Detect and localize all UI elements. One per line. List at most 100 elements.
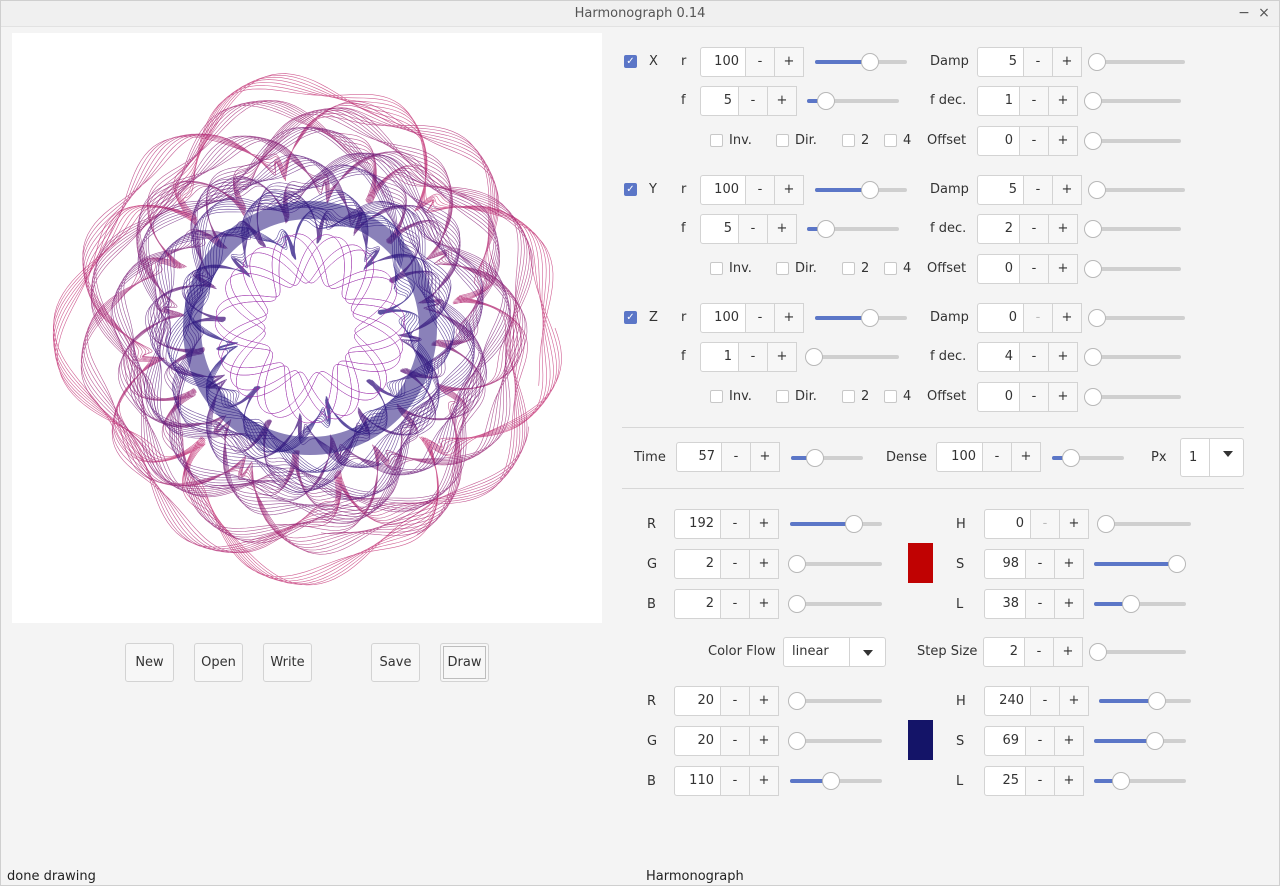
end-color-r-plus-button[interactable]: +: [749, 686, 779, 716]
new-button[interactable]: New: [125, 643, 174, 682]
axis-y-fdec-spinbox[interactable]: 2- +: [977, 214, 1078, 244]
axis-x-r-slider[interactable]: [815, 53, 907, 71]
start-color-r-spinbox[interactable]: 192- +: [674, 509, 779, 539]
end-color-g-plus-button[interactable]: +: [749, 726, 779, 756]
end-color-l-slider[interactable]: [1094, 772, 1186, 790]
axis-y-damp-slider[interactable]: [1088, 181, 1185, 199]
save-button[interactable]: Save: [371, 643, 420, 682]
end-color-h-value[interactable]: 240: [999, 693, 1024, 708]
axis-x-f-minus-button[interactable]: -: [738, 86, 768, 116]
axis-z-offset-plus-button[interactable]: +: [1048, 382, 1078, 412]
axis-y-inv-checkbox[interactable]: [710, 262, 723, 275]
time-slider[interactable]: [791, 449, 863, 467]
end-color-h-spinbox[interactable]: 240- +: [984, 686, 1089, 716]
axis-x-r-plus-button[interactable]: +: [774, 47, 804, 77]
end-color-s-slider[interactable]: [1094, 732, 1186, 750]
end-color-g-slider[interactable]: [788, 732, 882, 750]
end-color-h-minus-button[interactable]: -: [1030, 686, 1060, 716]
axis-x-damp-value[interactable]: 5: [1008, 54, 1017, 69]
axis-z-damp-spinbox[interactable]: 0- +: [977, 303, 1082, 333]
axis-y-damp-plus-button[interactable]: +: [1052, 175, 1082, 205]
time-spinbox[interactable]: 57 - +: [676, 442, 780, 472]
start-color-r-value[interactable]: 192: [689, 516, 714, 531]
start-color-l-plus-button[interactable]: +: [1054, 589, 1084, 619]
start-color-s-minus-button[interactable]: -: [1025, 549, 1055, 579]
axis-z-4-checkbox[interactable]: [884, 390, 897, 403]
axis-z-r-slider[interactable]: [815, 309, 907, 327]
axis-x-damp-plus-button[interactable]: +: [1052, 47, 1082, 77]
end-color-r-slider[interactable]: [788, 692, 882, 710]
axis-y-r-spinbox[interactable]: 100- +: [700, 175, 804, 205]
write-button[interactable]: Write: [263, 643, 312, 682]
axis-y-r-minus-button[interactable]: -: [745, 175, 775, 205]
axis-x-r-minus-button[interactable]: -: [745, 47, 775, 77]
axis-x-damp-minus-button[interactable]: -: [1023, 47, 1053, 77]
axis-z-enable-checkbox[interactable]: ✓: [624, 311, 637, 324]
end-color-s-plus-button[interactable]: +: [1054, 726, 1084, 756]
axis-z-2-checkbox[interactable]: [842, 390, 855, 403]
axis-y-r-plus-button[interactable]: +: [774, 175, 804, 205]
end-color-g-minus-button[interactable]: -: [720, 726, 750, 756]
axis-x-fdec-minus-button[interactable]: -: [1019, 86, 1049, 116]
axis-y-f-slider[interactable]: [807, 220, 899, 238]
axis-z-damp-plus-button[interactable]: +: [1052, 303, 1082, 333]
axis-z-fdec-spinbox[interactable]: 4- +: [977, 342, 1078, 372]
start-color-s-slider[interactable]: [1094, 555, 1187, 573]
time-minus-button[interactable]: -: [721, 442, 751, 472]
axis-z-r-minus-button[interactable]: -: [745, 303, 775, 333]
axis-x-damp-spinbox[interactable]: 5- +: [977, 47, 1082, 77]
step-size-value[interactable]: 2: [1009, 644, 1018, 659]
axis-z-fdec-plus-button[interactable]: +: [1048, 342, 1078, 372]
axis-z-f-value[interactable]: 1: [723, 349, 732, 364]
start-color-l-spinbox[interactable]: 38- +: [984, 589, 1084, 619]
axis-y-dir-checkbox[interactable]: [776, 262, 789, 275]
axis-x-enable-checkbox[interactable]: ✓: [624, 55, 637, 68]
time-plus-button[interactable]: +: [750, 442, 780, 472]
start-color-b-slider[interactable]: [788, 595, 882, 613]
end-color-g-spinbox[interactable]: 20- +: [674, 726, 779, 756]
start-color-l-minus-button[interactable]: -: [1025, 589, 1055, 619]
end-color-b-value[interactable]: 110: [689, 773, 714, 788]
minimize-icon[interactable]: −: [1238, 5, 1250, 21]
axis-z-f-plus-button[interactable]: +: [767, 342, 797, 372]
start-color-r-slider[interactable]: [790, 515, 882, 533]
axis-z-fdec-minus-button[interactable]: -: [1019, 342, 1049, 372]
color-flow-dropdown[interactable]: linear: [783, 637, 886, 667]
axis-z-damp-slider[interactable]: [1088, 309, 1185, 327]
axis-y-damp-spinbox[interactable]: 5- +: [977, 175, 1082, 205]
start-color-h-slider[interactable]: [1097, 515, 1191, 533]
end-color-s-value[interactable]: 69: [1002, 733, 1019, 748]
end-color-l-spinbox[interactable]: 25- +: [984, 766, 1084, 796]
drawing-canvas[interactable]: [12, 33, 602, 623]
axis-z-r-plus-button[interactable]: +: [774, 303, 804, 333]
step-size-slider[interactable]: [1089, 643, 1186, 661]
start-color-r-minus-button[interactable]: -: [720, 509, 750, 539]
axis-x-offset-plus-button[interactable]: +: [1048, 126, 1078, 156]
axis-y-fdec-value[interactable]: 2: [1004, 221, 1013, 236]
end-color-l-plus-button[interactable]: +: [1054, 766, 1084, 796]
axis-z-offset-value[interactable]: 0: [1004, 389, 1013, 404]
dense-value[interactable]: 100: [951, 449, 976, 464]
dense-slider[interactable]: [1052, 449, 1124, 467]
axis-y-f-spinbox[interactable]: 5- +: [700, 214, 797, 244]
axis-z-offset-slider[interactable]: [1084, 388, 1181, 406]
axis-y-r-value[interactable]: 100: [714, 182, 739, 197]
axis-z-offset-spinbox[interactable]: 0- +: [977, 382, 1078, 412]
axis-x-r-spinbox[interactable]: 100- +: [700, 47, 804, 77]
end-color-r-value[interactable]: 20: [697, 693, 714, 708]
axis-x-fdec-spinbox[interactable]: 1- +: [977, 86, 1078, 116]
axis-y-enable-checkbox[interactable]: ✓: [624, 183, 637, 196]
axis-y-fdec-minus-button[interactable]: -: [1019, 214, 1049, 244]
axis-y-offset-value[interactable]: 0: [1004, 261, 1013, 276]
axis-y-fdec-slider[interactable]: [1084, 220, 1181, 238]
axis-y-offset-spinbox[interactable]: 0- +: [977, 254, 1078, 284]
axis-z-fdec-value[interactable]: 4: [1004, 349, 1013, 364]
axis-z-f-spinbox[interactable]: 1- +: [700, 342, 797, 372]
axis-y-f-value[interactable]: 5: [723, 221, 732, 236]
start-color-g-minus-button[interactable]: -: [720, 549, 750, 579]
axis-y-2-checkbox[interactable]: [842, 262, 855, 275]
end-color-r-minus-button[interactable]: -: [720, 686, 750, 716]
axis-z-f-slider[interactable]: [805, 348, 899, 366]
start-color-s-spinbox[interactable]: 98- +: [984, 549, 1084, 579]
axis-x-inv-checkbox[interactable]: [710, 134, 723, 147]
